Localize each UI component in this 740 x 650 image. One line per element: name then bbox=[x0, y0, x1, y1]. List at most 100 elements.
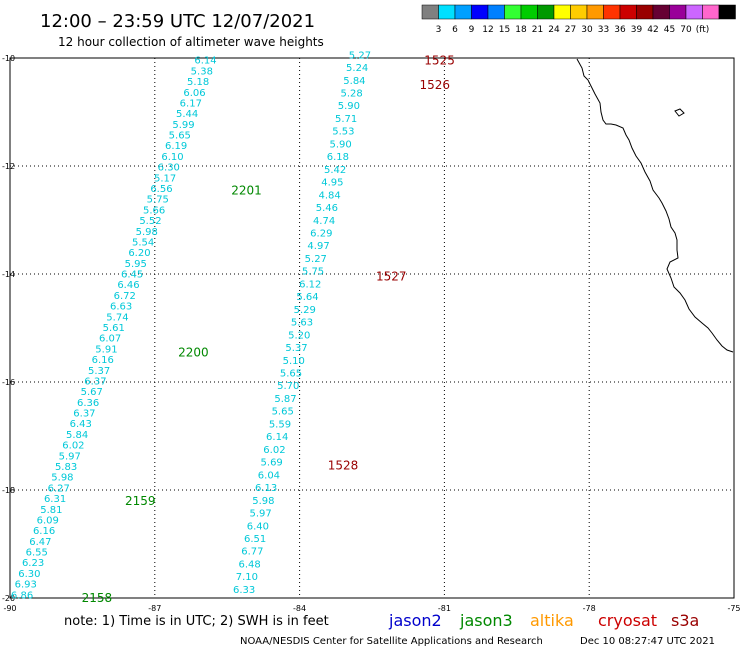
wave-height-value: 5.63 bbox=[291, 318, 313, 329]
x-tick-label: -90 bbox=[3, 604, 16, 613]
wave-height-value: 5.27 bbox=[349, 50, 371, 61]
wave-height-value: 5.37 bbox=[88, 366, 110, 377]
mission-legend: jason2 jason3 altika cryosat s3a bbox=[388, 611, 699, 630]
pass-time-label: 1525 bbox=[424, 54, 455, 68]
pass-time-label: 2159 bbox=[125, 494, 156, 508]
legend-label: 18 bbox=[515, 25, 527, 35]
legend-label: 27 bbox=[565, 25, 576, 35]
wave-height-value: 5.97 bbox=[250, 509, 272, 520]
track-jason3: 6.145.385.186.066.175.445.995.656.196.10… bbox=[11, 56, 262, 605]
y-tick-label: -16 bbox=[2, 378, 15, 387]
wave-height-value: 5.75 bbox=[147, 195, 169, 206]
legend-swatch bbox=[454, 4, 472, 20]
wave-height-value: 7.10 bbox=[236, 572, 258, 583]
mission-cryosat: cryosat bbox=[598, 611, 657, 630]
wave-height-value: 5.95 bbox=[125, 259, 147, 270]
wave-height-value: 5.59 bbox=[269, 419, 291, 430]
wave-height-value: 6.72 bbox=[114, 291, 136, 302]
legend-swatch bbox=[421, 4, 439, 20]
wave-height-value: 5.97 bbox=[59, 451, 81, 462]
wave-height-value: 6.14 bbox=[266, 432, 288, 443]
wave-height-value: 6.77 bbox=[241, 547, 263, 558]
wave-height-value: 5.38 bbox=[191, 66, 213, 77]
wave-height-value: 4.97 bbox=[307, 241, 329, 252]
wave-height-value: 5.70 bbox=[277, 381, 299, 392]
wave-height-value: 6.02 bbox=[263, 445, 285, 456]
legend-label: (ft) bbox=[696, 25, 710, 35]
wave-height-value: 6.19 bbox=[165, 141, 187, 152]
wave-height-value: 6.47 bbox=[29, 537, 51, 548]
legend-swatch bbox=[702, 4, 720, 20]
wave-height-value: 5.18 bbox=[187, 77, 209, 88]
wave-height-value: 5.20 bbox=[288, 330, 310, 341]
legend-swatch bbox=[586, 4, 604, 20]
wave-height-value: 5.98 bbox=[136, 227, 158, 238]
footer-timestamp: Dec 10 08:27:47 UTC 2021 bbox=[580, 636, 715, 647]
island-path bbox=[674, 108, 685, 117]
wave-height-value: 5.87 bbox=[274, 394, 296, 405]
legend-label: 39 bbox=[631, 25, 643, 35]
wave-height-value: 6.51 bbox=[244, 534, 266, 545]
chart-title: 12:00 – 23:59 UTC 12/07/2021 bbox=[40, 11, 315, 32]
legend-label: 33 bbox=[598, 25, 609, 35]
wave-height-value: 5.10 bbox=[283, 356, 305, 367]
wave-height-value: 6.20 bbox=[128, 248, 150, 259]
pass-time-label: 1526 bbox=[419, 78, 450, 92]
legend-swatch bbox=[718, 4, 736, 20]
wave-height-value: 6.40 bbox=[247, 521, 269, 532]
footer-credit: NOAA/NESDIS Center for Satellite Applica… bbox=[240, 636, 543, 647]
wave-height-value: 6.16 bbox=[33, 526, 55, 537]
wave-height-value: 6.46 bbox=[117, 280, 139, 291]
y-tick-label: -10 bbox=[2, 54, 15, 63]
legend-swatch bbox=[636, 4, 654, 20]
mission-jason3: jason3 bbox=[459, 611, 513, 630]
wave-height-value: 5.61 bbox=[103, 323, 125, 334]
wave-height-value: 5.81 bbox=[40, 505, 62, 516]
legend-swatch bbox=[438, 4, 456, 20]
color-scale-labels: 3 6 9 12 15 18 21 24 27 30 33 36 39 42 45 70 (ft) bbox=[436, 25, 710, 35]
y-tick-label: -18 bbox=[2, 486, 15, 495]
coastline-path bbox=[576, 58, 734, 353]
y-tick-label: -12 bbox=[2, 162, 15, 171]
plot-grid bbox=[10, 58, 734, 598]
legend-swatch bbox=[619, 4, 637, 20]
legend-swatch bbox=[471, 4, 489, 20]
color-scale-legend bbox=[421, 4, 736, 20]
wave-height-value: 4.84 bbox=[318, 190, 340, 201]
x-tick-label: -81 bbox=[438, 604, 451, 613]
wave-height-value: 5.27 bbox=[305, 254, 327, 265]
wave-height-value: 5.74 bbox=[106, 312, 128, 323]
legend-label: 3 bbox=[436, 25, 442, 35]
mission-altika: altika bbox=[530, 611, 574, 630]
pass-time-label: 1528 bbox=[328, 459, 359, 473]
wave-height-value: 6.09 bbox=[37, 515, 59, 526]
wave-height-value: 6.86 bbox=[11, 590, 33, 601]
wave-height-value: 5.46 bbox=[316, 203, 338, 214]
wave-height-value: 5.44 bbox=[176, 109, 198, 120]
wave-height-value: 6.63 bbox=[110, 302, 132, 313]
wave-height-value: 6.06 bbox=[183, 88, 205, 99]
legend-swatch bbox=[537, 4, 555, 20]
wave-height-value: 6.36 bbox=[77, 398, 99, 409]
wave-height-value: 5.24 bbox=[346, 63, 368, 74]
mission-jason2: jason2 bbox=[388, 611, 442, 630]
wave-height-value: 6.30 bbox=[158, 163, 180, 174]
wave-height-value: 5.67 bbox=[81, 387, 103, 398]
wave-height-value: 6.23 bbox=[22, 558, 44, 569]
legend-swatch bbox=[487, 4, 505, 20]
wave-height-value: 5.17 bbox=[154, 173, 176, 184]
x-tick-label: -75 bbox=[727, 604, 740, 613]
wave-height-value: 5.98 bbox=[252, 496, 274, 507]
wave-height-value: 5.90 bbox=[338, 101, 360, 112]
legend-swatch bbox=[685, 4, 703, 20]
legend-label: 12 bbox=[482, 25, 493, 35]
wave-height-value: 6.27 bbox=[48, 483, 70, 494]
wave-height-value: 6.43 bbox=[70, 419, 92, 430]
wave-height-value: 6.07 bbox=[99, 334, 121, 345]
wave-height-value: 5.53 bbox=[332, 127, 354, 138]
wave-height-value: 5.64 bbox=[296, 292, 318, 303]
wave-height-value: 6.10 bbox=[161, 152, 183, 163]
track-s3a: 5.275.245.845.285.905.715.535.906.185.42… bbox=[233, 50, 455, 596]
legend-swatch bbox=[504, 4, 522, 20]
wave-height-value: 6.37 bbox=[84, 376, 106, 387]
